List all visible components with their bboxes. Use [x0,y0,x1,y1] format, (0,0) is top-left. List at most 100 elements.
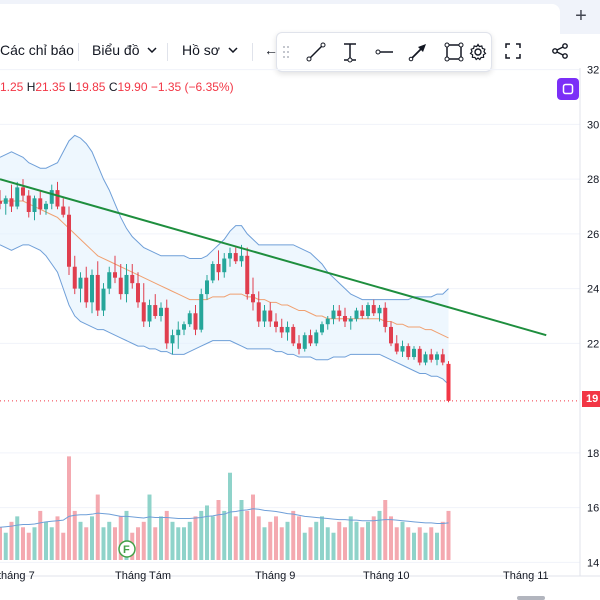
volume-bar [210,516,215,560]
volume-bar [95,494,100,560]
ohlc-legend: 1.25 H21.35 L19.85 C19.90 −1.35 (−6.35%) [0,80,234,94]
candle-body [274,321,278,327]
candle-body [3,198,8,204]
candle-body [147,305,152,322]
candle-body [262,310,267,322]
candle-body [394,343,399,352]
volume-bar [170,521,175,560]
volume-bar [159,516,163,560]
indicators-button[interactable]: Các chỉ báo [0,42,74,58]
candle-body [159,307,163,316]
volume-bar [124,510,129,560]
vertical-measure-icon[interactable] [335,33,365,71]
candle-body [446,363,451,401]
candle-body [26,195,31,212]
share-icon[interactable] [543,34,577,68]
candle-body [61,206,66,215]
legend-low-label: L [68,80,76,94]
candle-body [90,274,94,303]
volume-bar [343,527,347,560]
candle-body [153,305,158,316]
volume-ma-line [0,508,449,528]
profile-label: Hồ sơ [182,42,220,58]
chart-widget-button[interactable] [557,78,579,100]
volume-bar [274,516,278,560]
arrow-tool-icon[interactable] [403,33,433,71]
volume-bar [429,527,434,560]
volume-bar [38,510,43,560]
volume-bar [118,516,123,560]
active-tab[interactable] [0,4,560,34]
trend-line-icon[interactable] [301,33,331,71]
candle-body [239,255,244,262]
settings-gear-icon[interactable] [465,33,491,71]
candle-body [325,318,330,325]
candle-body [130,274,135,284]
rectangle-tool-icon[interactable] [439,33,469,71]
candle-body [354,310,359,319]
candle-body [0,201,2,204]
candle-body [383,307,388,327]
volume-bar [55,516,60,560]
tab-strip: + [0,0,600,35]
volume-bar [205,505,209,560]
candle-body [124,274,129,295]
candle-body [32,198,37,212]
candle-body [279,326,284,333]
volume-bar [446,510,451,560]
volume-bar [417,527,422,560]
candle-body [285,326,290,333]
volume-bar [44,521,48,560]
indicators-label: Các chỉ báo [0,42,74,58]
volume-bar [3,532,8,560]
volume-bar [268,521,273,560]
candle-body [222,258,227,273]
chart-type-button[interactable]: Biểu đồ [92,42,158,58]
volume-bar [435,532,439,560]
candle-body [331,310,336,319]
candle-body [21,187,25,196]
toolbar-divider [78,43,79,61]
candle-body [320,324,324,333]
volume-bar [366,521,370,560]
volume-bar [302,532,307,560]
new-tab-button[interactable]: + [575,5,587,27]
candle-body [377,307,382,314]
legend-high: 21.35 [35,80,66,94]
volume-bar [423,532,428,560]
time-tick-label: Tháng 10 [363,570,409,582]
legend-close-label: C [108,80,118,94]
price-tick-label: 26 [587,229,599,241]
drag-handle-icon[interactable] [277,33,295,71]
candle-body [210,264,215,281]
trend-line [0,178,547,337]
volume-bar [21,527,25,560]
candle-body [199,294,204,330]
volume-bar [297,516,301,560]
volume-bar [153,527,158,560]
candle-body [366,305,370,316]
volume-bar [389,516,393,560]
volume-bar [67,456,71,560]
back-arrow-icon[interactable]: ← [264,42,278,58]
candle-body [95,274,100,311]
volume-bar [371,516,376,560]
volume-bar [164,510,169,560]
horizontal-ray-icon[interactable] [369,33,399,71]
candle-body [44,203,48,210]
volume-bar [262,527,267,560]
time-tick-label: Tháng 11 [503,570,549,582]
volume-bar [348,516,353,560]
volume-bar [176,527,181,560]
volume-bar [320,516,324,560]
volume-bar [228,472,232,560]
candle-body [84,277,89,303]
volume-bar [0,527,2,560]
volume-bar [331,532,336,560]
toolbar-divider [167,43,168,61]
profile-button[interactable]: Hồ sơ [182,42,238,58]
time-scrollbar[interactable] [517,596,545,600]
candle-body [193,313,198,330]
fullscreen-icon[interactable] [496,34,530,68]
